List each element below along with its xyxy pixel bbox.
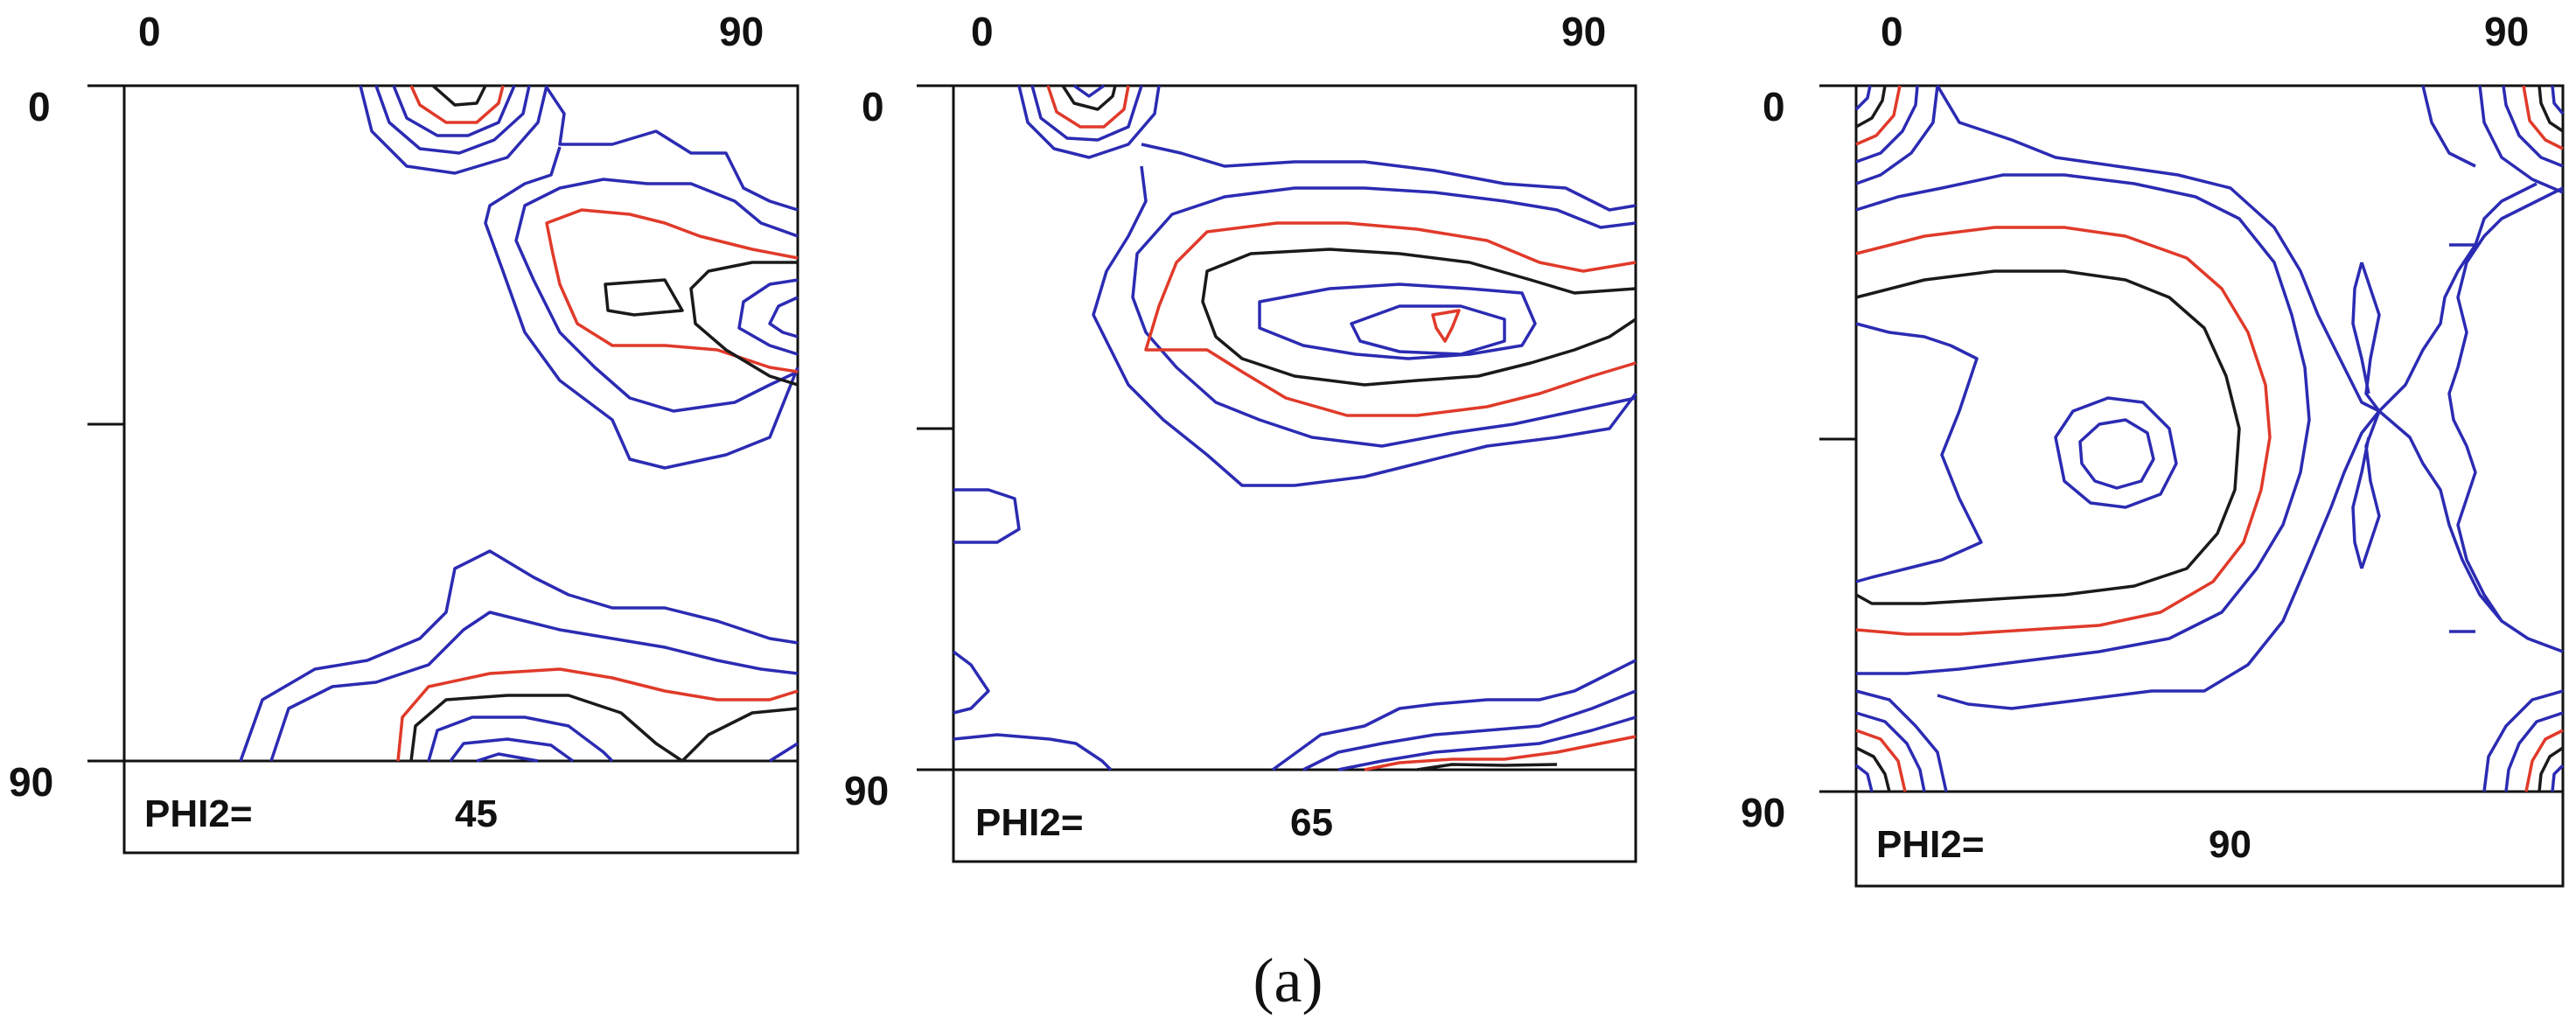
- y-tick-start: 0: [862, 84, 884, 129]
- y-tick-start: 0: [28, 84, 51, 129]
- y-tick-end: 90: [1741, 790, 1785, 835]
- x-tick-start: 0: [971, 9, 994, 54]
- figure-caption: (a): [1253, 946, 1323, 1016]
- phi2-value: 45: [455, 792, 498, 835]
- phi2-value: 65: [1290, 801, 1333, 844]
- phi2-label: PHI2=: [144, 792, 253, 835]
- contour-lines: [1854, 85, 2565, 792]
- y-tick-end: 90: [844, 768, 889, 813]
- phi2-label-box: [122, 759, 799, 855]
- x-tick-end: 90: [2484, 9, 2529, 54]
- y-tick-end: 90: [9, 759, 53, 805]
- x-tick-end: 90: [719, 9, 764, 54]
- phi2-label: PHI2=: [1876, 823, 1985, 866]
- phi2-value: 90: [2209, 823, 2251, 866]
- panel-phi2-65: 0 90 0 90 PHI2= 65: [844, 9, 1637, 863]
- x-tick-end: 90: [1561, 9, 1606, 54]
- y-tick-start: 0: [1763, 84, 1785, 129]
- contour-lines: [239, 84, 799, 763]
- panel-phi2-45: 0 90 0 90 PHI2= 45: [9, 9, 799, 855]
- x-tick-start: 0: [1881, 9, 1903, 54]
- odf-plot-area: [1854, 84, 2565, 793]
- phi2-label: PHI2=: [975, 801, 1084, 844]
- phi2-label-box: [1854, 790, 2565, 888]
- panel-phi2-90: 0 90 0 90 PHI2= 90: [1741, 9, 2565, 888]
- phi2-label-box: [952, 768, 1637, 863]
- x-tick-start: 0: [138, 9, 161, 54]
- contour-lines: [952, 84, 1637, 771]
